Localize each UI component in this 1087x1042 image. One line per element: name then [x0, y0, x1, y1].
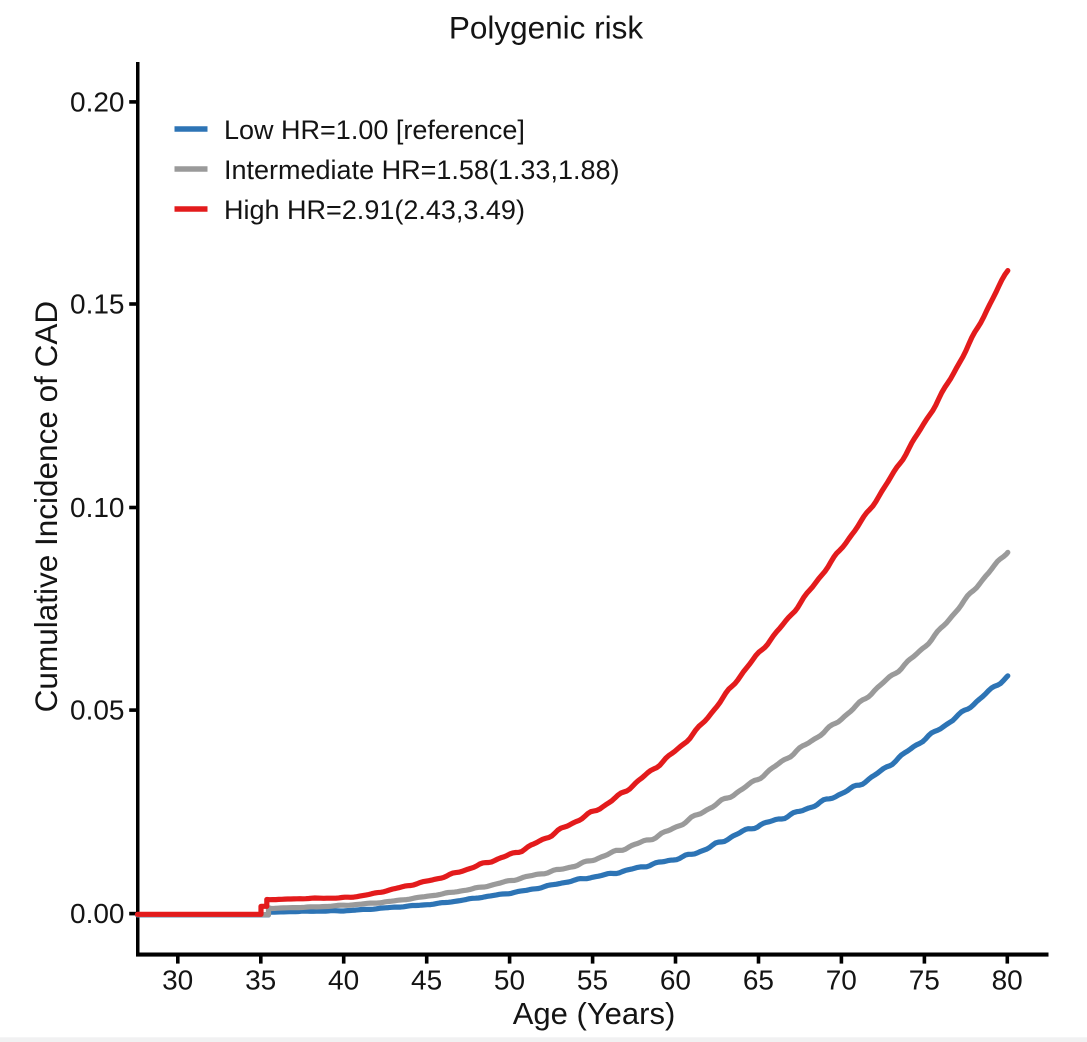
svg-text:80: 80	[992, 965, 1023, 996]
svg-text:45: 45	[411, 965, 442, 996]
svg-text:0.05: 0.05	[70, 695, 125, 726]
svg-text:35: 35	[245, 965, 276, 996]
svg-text:75: 75	[909, 965, 940, 996]
svg-text:0.20: 0.20	[70, 86, 125, 117]
svg-text:55: 55	[577, 965, 608, 996]
svg-text:0.10: 0.10	[70, 492, 125, 523]
svg-text:Polygenic risk: Polygenic risk	[449, 10, 644, 46]
svg-text:60: 60	[660, 965, 691, 996]
svg-text:Cumulative Incidence of CAD: Cumulative Incidence of CAD	[28, 301, 64, 712]
svg-text:Intermediate HR=1.58(1.33,1.88: Intermediate HR=1.58(1.33,1.88)	[224, 155, 619, 185]
svg-text:50: 50	[494, 965, 525, 996]
svg-text:30: 30	[162, 965, 193, 996]
svg-text:High HR=2.91(2.43,3.49): High HR=2.91(2.43,3.49)	[224, 195, 525, 225]
svg-text:0.15: 0.15	[70, 288, 125, 319]
svg-text:65: 65	[743, 965, 774, 996]
svg-text:0.00: 0.00	[70, 898, 125, 929]
svg-text:40: 40	[328, 965, 359, 996]
svg-text:70: 70	[826, 965, 857, 996]
svg-text:Low HR=1.00 [reference]: Low HR=1.00 [reference]	[224, 115, 525, 145]
svg-text:Age (Years): Age (Years)	[513, 996, 676, 1031]
